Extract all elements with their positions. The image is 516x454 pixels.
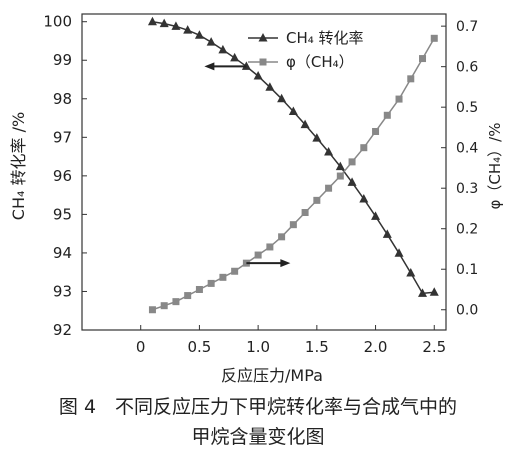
data-point-square	[336, 172, 344, 180]
data-point-triangle	[394, 248, 404, 257]
data-point-square	[172, 298, 180, 306]
data-point-triangle	[312, 133, 322, 142]
data-point-square	[325, 184, 333, 192]
data-point-triangle	[324, 146, 334, 156]
data-point-triangle	[253, 71, 263, 80]
y-left-tick-label: 95	[53, 205, 72, 223]
x-tick-label: 1.5	[305, 338, 329, 356]
data-point-square	[289, 221, 297, 229]
data-point-square	[372, 127, 380, 135]
x-tick-label: 0	[136, 338, 146, 356]
y-left-tick-label: 93	[53, 282, 72, 300]
data-point-square	[419, 55, 427, 63]
data-point-triangle	[300, 119, 310, 129]
plot-border	[81, 13, 447, 331]
data-point-square	[313, 196, 321, 204]
y-right-tick-label: 0.3	[456, 181, 478, 197]
data-point-square	[266, 243, 274, 251]
y-right-tick-label: 0.4	[456, 141, 478, 157]
x-tick-label: 2.0	[364, 338, 388, 356]
chart-annotations	[204, 62, 291, 268]
data-point-triangle	[194, 30, 204, 39]
data-point-triangle	[230, 52, 240, 62]
y-right-tick-label: 0.0	[456, 303, 478, 319]
data-point-triangle	[359, 193, 369, 203]
chart-svg: 0 0.5 1.0 1.5 2.0 2.5 92 93 94 95 96 97 98 99 100 0.0 0.…	[9, 13, 504, 385]
y-right-tick-label: 0.6	[456, 60, 478, 76]
data-point-triangle	[218, 44, 228, 54]
y-left-tick-label: 96	[53, 167, 72, 185]
data-point-triangle	[171, 21, 181, 30]
y-right-tick-label: 0.7	[456, 19, 478, 35]
y-left-tick-label: 98	[53, 90, 72, 108]
data-point-triangle	[406, 267, 416, 277]
data-point-square	[395, 95, 403, 103]
series-2	[148, 34, 438, 314]
data-point-triangle	[347, 177, 357, 186]
y-axis-right-label: φ（CH₄）/%	[486, 123, 504, 210]
data-point-square	[148, 306, 156, 314]
series-layer	[147, 16, 439, 314]
data-point-square	[160, 302, 168, 310]
y-left-tick-label: 99	[53, 51, 72, 69]
data-point-square	[301, 209, 309, 217]
y-axis-left-label: CH₄ 转化率 /%	[9, 112, 28, 220]
legend-label: CH₄ 转化率	[286, 29, 364, 47]
data-point-square	[360, 144, 368, 152]
series-1	[147, 16, 439, 297]
data-point-triangle	[265, 82, 275, 91]
data-point-square	[231, 267, 239, 275]
axes: 0 0.5 1.0 1.5 2.0 2.5 92 93 94 95 96 97 98 99 100 0.0 0.…	[43, 13, 478, 356]
y-left-tick-label: 94	[53, 244, 72, 262]
data-point-triangle	[159, 18, 169, 28]
legend-marker-triangle	[258, 33, 268, 42]
data-point-square	[219, 273, 227, 281]
data-point-square	[407, 75, 415, 83]
data-point-square	[207, 279, 215, 287]
data-point-square	[430, 34, 438, 42]
x-axis-label: 反应压力/MPa	[221, 366, 323, 385]
y-right-tick-label: 0.1	[456, 262, 478, 278]
data-point-triangle	[147, 16, 157, 26]
data-point-square	[348, 158, 356, 166]
data-point-triangle	[418, 288, 428, 297]
data-point-triangle	[429, 287, 439, 296]
y-right-tick-label: 0.5	[456, 100, 478, 116]
data-point-triangle	[277, 93, 287, 103]
data-point-square	[254, 251, 262, 259]
data-point-square	[278, 233, 286, 241]
data-point-triangle	[288, 106, 298, 115]
legend-label: φ（CH₄）	[286, 53, 354, 71]
x-tick-label: 1.0	[246, 338, 270, 356]
x-tick-label: 0.5	[187, 338, 211, 356]
legend-marker-square	[259, 58, 267, 66]
x-tick-label: 2.5	[422, 338, 446, 356]
data-point-square	[383, 111, 391, 119]
y-right-tick-label: 0.2	[456, 222, 478, 238]
data-point-triangle	[382, 229, 392, 238]
data-point-square	[184, 292, 192, 300]
chart-legend: CH₄ 转化率 φ（CH₄）	[248, 29, 364, 71]
y-left-tick-label: 97	[53, 128, 72, 146]
data-point-triangle	[183, 25, 193, 34]
arrow-right-head	[280, 259, 291, 268]
series-line	[152, 37, 435, 311]
y-left-tick-label: 92	[53, 321, 72, 339]
arrow-left-head	[204, 62, 215, 71]
y-left-tick-label: 100	[43, 13, 72, 31]
data-point-triangle	[371, 211, 381, 220]
data-point-triangle	[335, 161, 345, 171]
plot-frame	[81, 13, 447, 331]
data-point-triangle	[206, 37, 216, 46]
data-point-square	[195, 285, 203, 293]
figure-caption-line2: 甲烷含量变化图	[191, 426, 325, 448]
figure-caption-line1: 图 4 不同反应压力下甲烷转化率与合成气中的	[58, 396, 458, 418]
